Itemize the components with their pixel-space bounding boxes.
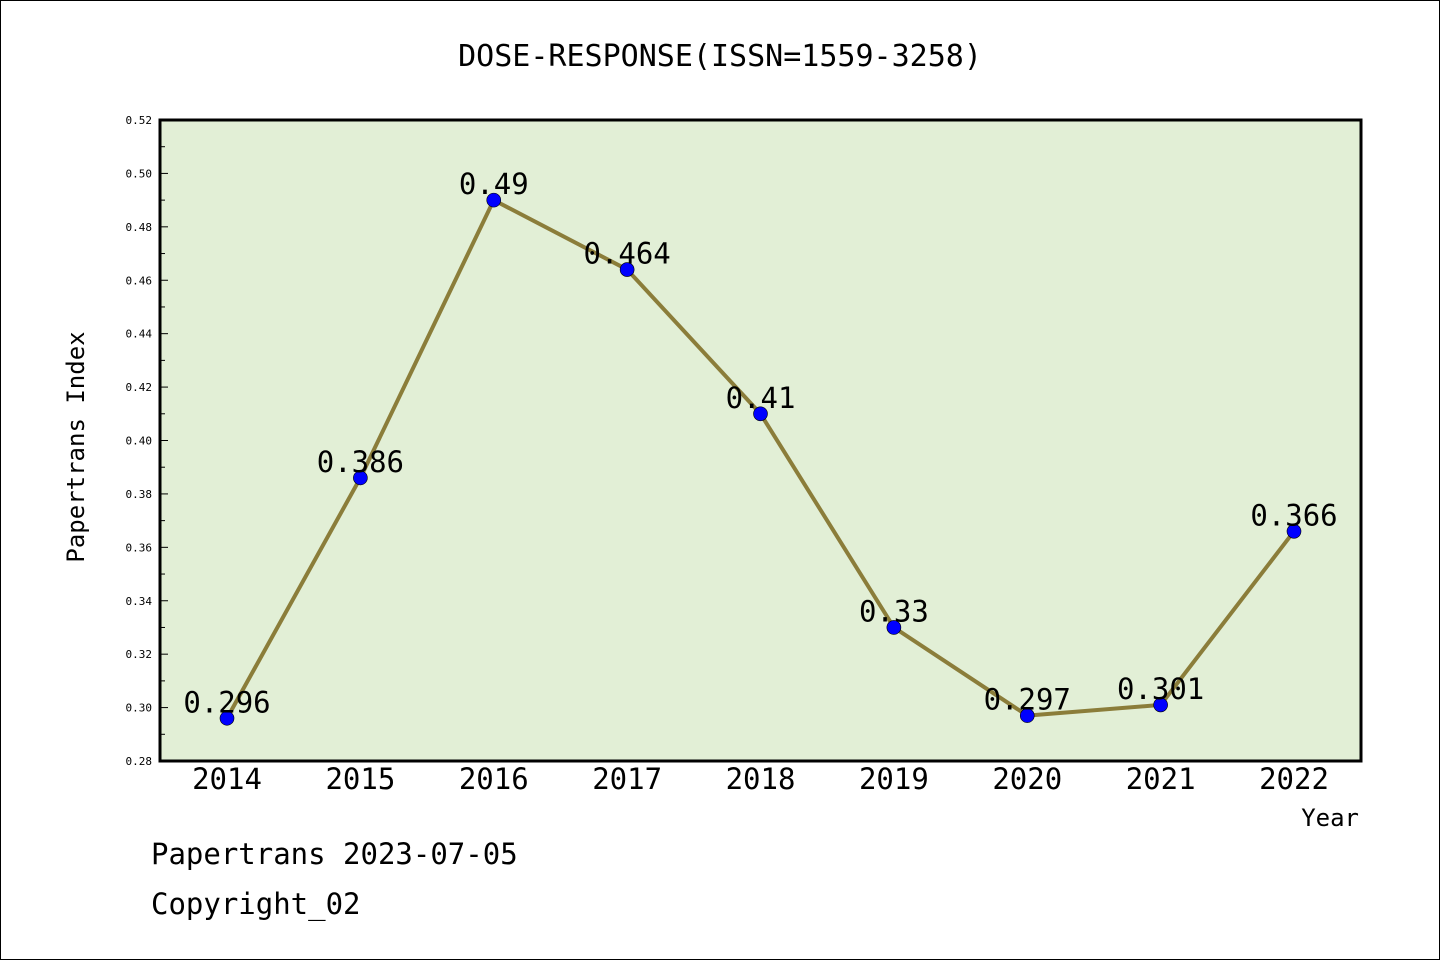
y-tick-label: 0.38 [126,488,153,501]
y-tick-label: 0.44 [126,328,153,341]
y-tick-label: 0.40 [126,435,153,448]
y-tick-label: 0.30 [126,702,153,715]
y-tick-label: 0.42 [126,381,153,394]
data-label: 0.33 [859,594,929,628]
data-point [219,710,235,726]
x-tick-label: 2021 [1126,762,1196,796]
data-label: 0.49 [459,167,529,201]
y-axis: 0.28 0.30 0.32 0.34 0.36 0.38 0.40 0.42 0.44 0.46… [126,114,168,768]
data-point [353,470,368,486]
data-point [886,620,902,635]
x-tick-label: 2018 [726,762,796,796]
data-point [753,406,768,422]
x-tick-label: 2014 [192,762,262,796]
y-tick-label: 0.52 [126,114,153,127]
y-tick-label: 0.32 [126,648,153,661]
x-tick-label: 2016 [459,762,529,796]
chart-title: DOSE-RESPONSE(ISSN=1559-3258) [458,39,982,74]
x-tick-label: 2022 [1259,762,1329,796]
y-tick-label: 0.28 [126,755,153,768]
data-label: 0.301 [1117,672,1204,706]
x-axis: 2014 2015 2016 2017 2018 2019 2020 2021 2022 [192,762,1329,796]
footer-copyright: Copyright_02 [151,887,361,921]
data-point [486,192,502,208]
data-point [619,262,635,277]
x-tick-label: 2017 [592,762,662,796]
data-label: 0.41 [726,381,796,415]
data-point [1153,697,1168,713]
y-tick-label: 0.34 [126,595,153,608]
x-tick-label: 2019 [859,762,929,796]
x-tick-label: 2015 [325,762,395,796]
data-label: 0.297 [984,683,1071,717]
y-tick-label: 0.46 [126,274,153,287]
data-label: 0.296 [183,685,270,719]
data-label: 0.386 [317,445,404,479]
footer-date: Papertrans 2023-07-05 [151,837,518,871]
series-papertrans-index: 0.296 0.386 0.49 0.464 0.41 0.33 0.297 0.301 0.3… [183,167,1338,726]
data-point [1019,708,1035,723]
y-tick-label: 0.48 [126,221,153,234]
data-label: 0.464 [583,237,670,271]
data-point [1286,524,1302,539]
x-axis-label: Year [1301,804,1359,832]
x-tick-label: 2020 [992,762,1062,796]
y-axis-label: Papertrans Index [62,331,90,562]
data-label: 0.366 [1250,498,1337,532]
plot-area [158,118,1363,763]
y-tick-label: 0.36 [126,541,153,554]
y-tick-label: 0.50 [126,167,153,180]
